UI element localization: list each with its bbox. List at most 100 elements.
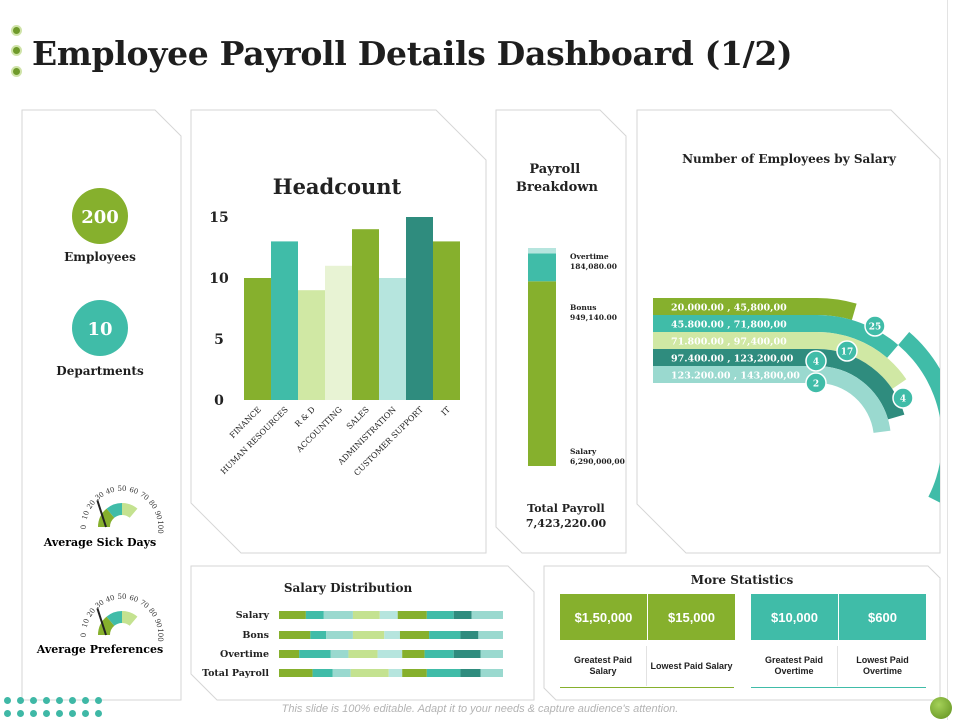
kpi-card-frame — [21, 109, 182, 701]
salary-count-marker — [805, 372, 827, 394]
preferences-label: Average Preferences — [36, 643, 163, 656]
salary-distribution-segment — [480, 650, 503, 658]
salary-count-value: 25 — [869, 323, 882, 333]
headcount-bar — [406, 217, 433, 400]
sick-days-gauge-needle — [96, 500, 107, 528]
preferences-gauge-tick-label: 60 — [128, 594, 139, 604]
stat-value-box: $10,000 — [751, 594, 838, 640]
salary-distribution-segment — [388, 669, 403, 677]
departments-value: 10 — [87, 319, 112, 340]
payroll-segments — [528, 248, 556, 466]
sick-days-gauge-tick-label: 0 — [80, 525, 88, 529]
footer-dot — [82, 710, 89, 717]
payroll-segment-bonus — [528, 253, 556, 282]
headcount-bar — [298, 290, 325, 400]
salary-distribution-segment — [279, 650, 300, 658]
headcount-x-label: SALES — [345, 405, 371, 431]
title-bullet-dot — [11, 25, 22, 36]
footer-dot — [30, 697, 37, 704]
salary-bands-title: Number of Employees by Salary — [682, 152, 897, 166]
salary-distribution-row-label: Salary — [236, 610, 270, 621]
page-title: Employee Payroll Details Dashboard (1/2) — [32, 34, 793, 73]
sick-days-gauge-band-segment — [122, 503, 138, 518]
sick-days-label: Average Sick Days — [43, 536, 156, 549]
salary-distribution-segment — [426, 669, 461, 677]
more-statistics-title: More Statistics — [690, 573, 794, 587]
salary-distribution-segment — [279, 669, 313, 677]
payroll-segment-name: Overtime — [570, 252, 609, 261]
salary-distribution-segment — [402, 669, 427, 677]
title-bullet-dot — [11, 45, 22, 56]
salary-band — [653, 315, 899, 358]
sick-days-gauge-band — [98, 503, 138, 527]
preferences-gauge-band-segment — [98, 616, 115, 635]
salary-distribution-segment — [310, 631, 327, 639]
headcount-x-label: ACCOUNTING — [294, 405, 344, 455]
footer-dot-grid — [4, 697, 106, 719]
salary-count-value: 4 — [900, 395, 906, 405]
payroll-segment-overtime — [528, 248, 556, 254]
payroll-segment-value: 949,140.00 — [570, 313, 617, 322]
headcount-bar — [379, 278, 406, 400]
more-statistics-panel: More Statistics $1,50,000 Greatest Paid S… — [544, 566, 940, 700]
salary-distribution-segment — [453, 650, 481, 658]
employees-circle — [72, 188, 128, 244]
salary-count-marker — [805, 350, 827, 372]
footer-dot — [95, 710, 102, 717]
footer-dot — [95, 697, 102, 704]
footer-dot — [30, 710, 37, 717]
stat-label: Lowest Paid Overtime — [856, 655, 909, 676]
salary-distribution-segment — [399, 631, 430, 639]
employees-value: 200 — [81, 207, 119, 228]
salary-distribution-segment — [460, 669, 481, 677]
payroll-segment-salary — [528, 281, 556, 466]
headcount-bar — [271, 241, 298, 400]
sick-days-gauge-tick-label: 40 — [105, 486, 116, 496]
sick-days-gauge-tick-label: 10 — [81, 510, 91, 521]
sick-days-gauge-band-segment — [98, 508, 115, 527]
headcount-y-tick: 15 — [209, 210, 228, 226]
total-payroll-label: Total Payroll — [527, 502, 604, 515]
employees-label: Employees — [64, 250, 136, 264]
preferences-gauge-tick-label: 70 — [138, 598, 150, 610]
salary-count-value: 4 — [813, 358, 819, 368]
headcount-x-label: R & D — [293, 405, 317, 429]
stats-underline-left — [560, 687, 734, 688]
preferences-gauge-band-segment — [122, 611, 138, 626]
preferences-gauge-band — [98, 611, 138, 635]
preferences-gauge-tick-label: 100 — [156, 628, 164, 641]
salary-distribution-segment — [478, 631, 503, 639]
stat-value-box: $1,50,000 — [560, 594, 647, 640]
salary-band — [653, 298, 857, 320]
payroll-segment-value: 6,290,000,00 — [570, 457, 625, 466]
headcount-bar — [352, 229, 379, 400]
salary-distribution-segment — [305, 611, 324, 619]
total-payroll-value: 7,423,220.00 — [526, 517, 607, 530]
salary-band-tail — [898, 332, 940, 503]
salary-distribution-segment — [397, 611, 427, 619]
salary-distribution-segment — [326, 631, 353, 639]
footer-note: This slide is 100% editable. Adapt it to… — [281, 703, 679, 715]
preferences-gauge-tick-label: 30 — [94, 598, 106, 610]
stat-value-box: $600 — [839, 594, 926, 640]
salary-distribution-chart: Salary Distribution Salary Bons Overtime To… — [202, 581, 503, 679]
preferences-gauge-tick-label: 20 — [85, 607, 97, 619]
sick-days-gauge-band-segment — [106, 503, 122, 518]
preferences-gauge-needle — [96, 608, 107, 636]
salary-distribution-segment — [330, 650, 349, 658]
footer-dot — [4, 710, 11, 717]
salary-distribution-segment — [350, 669, 389, 677]
footer-dot — [43, 697, 50, 704]
preferences-gauge-tick-label: 50 — [118, 593, 127, 601]
footer-dot — [43, 710, 50, 717]
salary-distribution-segment — [332, 669, 351, 677]
stat-value-box: $15,000 — [648, 594, 735, 640]
salary-distribution-segment — [426, 611, 454, 619]
salary-distribution-segment — [352, 631, 385, 639]
salary-distribution-segment — [384, 631, 400, 639]
salary-distribution-segment — [460, 631, 479, 639]
stat-label: Greatest Paid Overtime — [751, 646, 838, 686]
headcount-bar — [244, 278, 271, 400]
